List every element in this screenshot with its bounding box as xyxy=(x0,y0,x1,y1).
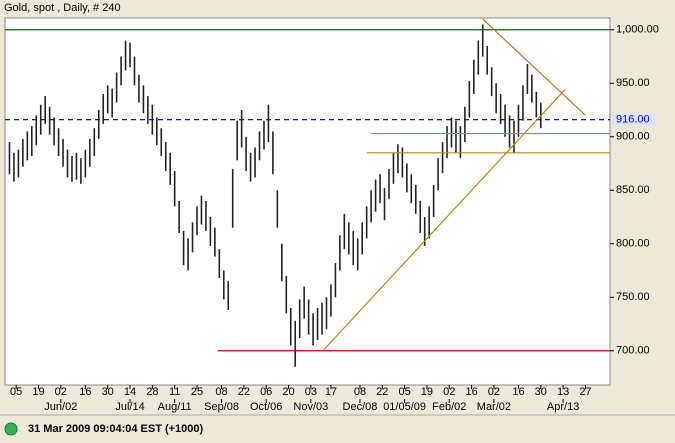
y-tick-label: 700.00 xyxy=(616,345,650,357)
x-tick-label: 16 xyxy=(79,386,91,398)
trend-line xyxy=(322,89,566,352)
x-major-tick-label: Feb/02 xyxy=(432,401,466,413)
x-tick-label: 02 xyxy=(488,386,500,398)
status-text: 31 Mar 2009 09:04:04 EST (+1000) xyxy=(28,423,204,435)
reference-label: 916.00 xyxy=(616,114,650,126)
x-tick-label: 19 xyxy=(32,386,44,398)
x-tick-label: 16 xyxy=(512,386,524,398)
status-icon xyxy=(4,422,18,436)
x-tick-label: 06 xyxy=(260,386,272,398)
y-tick-label: 900.00 xyxy=(616,131,650,143)
x-tick-label: 20 xyxy=(282,386,294,398)
x-major-tick-label: Aug/11 xyxy=(158,401,192,413)
x-tick-label: 08 xyxy=(215,386,227,398)
x-major-tick-label: Nov/03 xyxy=(293,401,328,413)
x-tick-label: 05 xyxy=(10,386,22,398)
x-tick-label: 22 xyxy=(376,386,388,398)
chart-title: Gold, spot , Daily, # 240 xyxy=(4,2,121,14)
x-major-tick-label: Sep/08 xyxy=(204,401,239,413)
x-tick-label: 28 xyxy=(146,386,158,398)
x-tick-label: 05 xyxy=(398,386,410,398)
x-tick-label: 08 xyxy=(354,386,366,398)
x-tick-label: 14 xyxy=(124,386,136,398)
y-tick-label: 750.00 xyxy=(616,291,650,303)
x-major-tick-label: Jun/02 xyxy=(44,401,77,413)
x-major-tick-label: Jul/14 xyxy=(115,401,144,413)
x-tick-label: 03 xyxy=(305,386,317,398)
x-major-tick-label: Apr/13 xyxy=(547,401,579,413)
x-tick-label: 19 xyxy=(421,386,433,398)
x-major-tick-label: Mar/02 xyxy=(477,401,511,413)
y-tick-label: 1,000.00 xyxy=(616,24,659,36)
x-tick-label: 02 xyxy=(443,386,455,398)
x-tick-label: 17 xyxy=(325,386,337,398)
plot-area xyxy=(4,17,611,386)
y-tick-label: 950.00 xyxy=(616,77,650,89)
x-major-tick-label: Oct/06 xyxy=(250,401,282,413)
reference-label-box xyxy=(612,113,656,126)
x-tick-label: 30 xyxy=(535,386,547,398)
y-tick-label: 800.00 xyxy=(616,238,650,250)
x-major-tick-label: 01/05/09 xyxy=(383,401,426,413)
x-tick-label: 25 xyxy=(191,386,203,398)
x-tick-label: 22 xyxy=(238,386,250,398)
x-tick-label: 27 xyxy=(579,386,591,398)
x-major-tick-label: Dec/08 xyxy=(343,401,378,413)
x-tick-label: 11 xyxy=(169,386,180,398)
x-tick-label: 02 xyxy=(55,386,67,398)
x-tick-label: 13 xyxy=(557,386,569,398)
x-tick-label: 16 xyxy=(465,386,477,398)
trend-line xyxy=(482,18,586,116)
x-tick-label: 30 xyxy=(102,386,114,398)
y-tick-label: 850.00 xyxy=(616,184,650,196)
